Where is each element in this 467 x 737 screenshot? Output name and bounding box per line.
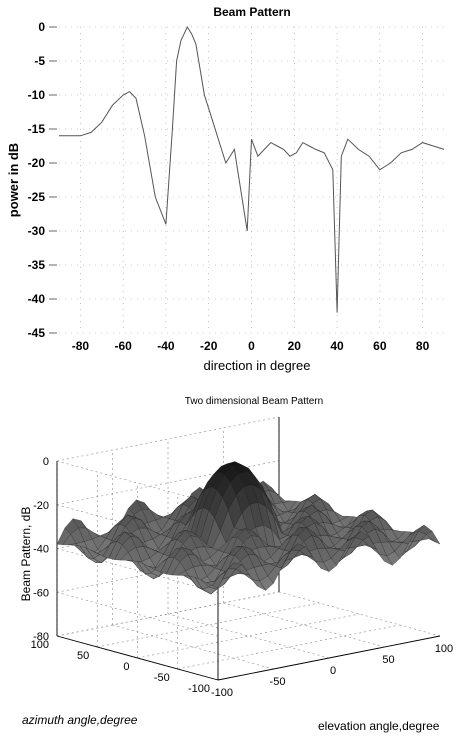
z-axis-label: Beam Pattern, dB xyxy=(19,507,33,602)
x-tick-label: 20 xyxy=(288,339,302,353)
x-tick-label: 40 xyxy=(330,339,344,353)
x-tick-label: 80 xyxy=(416,339,430,353)
z-tick-label: -80 xyxy=(33,631,49,643)
y-tick-label: -15 xyxy=(28,122,46,136)
x-tick-label: 0 xyxy=(248,339,255,353)
y-tick-label: -40 xyxy=(28,292,46,306)
elevation-tick-label: -50 xyxy=(270,676,286,688)
floor-gridline xyxy=(223,602,385,648)
azimuth-axis-label: azimuth angle,degree xyxy=(22,713,138,727)
x-tick-label: -80 xyxy=(72,339,90,353)
x-tick-label: -20 xyxy=(200,339,218,353)
azimuth-tick-label: -50 xyxy=(154,672,170,684)
floor-gridline xyxy=(137,613,360,659)
surface-mesh xyxy=(56,461,441,595)
plot-area xyxy=(59,27,444,333)
chart-title: Beam Pattern xyxy=(213,5,290,19)
x-tick-labels: -80 -60 -40 -20 0 20 40 60 80 xyxy=(72,339,430,353)
y-tick-label: -45 xyxy=(28,326,46,340)
chart-title: Two dimensional Beam Pattern xyxy=(185,396,323,407)
azimuth-tick-label: 0 xyxy=(123,661,129,673)
y-tick-labels: 0 -5 -10 -15 -20 -25 -30 -35 -40 -45 xyxy=(28,20,46,340)
side-wall-gridline xyxy=(56,591,219,637)
z-tick-label: 0 xyxy=(43,456,49,468)
x-tick-label: -40 xyxy=(157,339,175,353)
y-tick-label: -10 xyxy=(28,88,46,102)
elevation-tick-labels: -100 -50 0 50 100 xyxy=(211,643,453,699)
y-tick-label: -25 xyxy=(28,190,46,204)
y-tick-label: -5 xyxy=(34,54,45,68)
x-tick-label: -60 xyxy=(114,339,132,353)
z-tick-label: -40 xyxy=(33,544,49,556)
azimuth-tick-label: 100 xyxy=(31,639,49,651)
elevation-tick-label: 100 xyxy=(435,643,453,655)
y-tick-label: -30 xyxy=(28,224,46,238)
elevation-tick-label: -100 xyxy=(211,687,233,699)
box-edge xyxy=(217,635,441,681)
azimuth-tick-label: -100 xyxy=(188,683,210,695)
z-tick-label: -60 xyxy=(33,587,49,599)
x-tick-label: 60 xyxy=(373,339,387,353)
surface-patch xyxy=(426,530,441,545)
azimuth-tick-labels: -100 -50 0 50 100 xyxy=(31,639,210,695)
z-tick-labels: 0 -20 -40 -60 -80 xyxy=(33,456,49,643)
floor-gridline xyxy=(167,613,330,659)
beam-pattern-line xyxy=(59,25,445,313)
y-axis-label: power in dB xyxy=(6,143,21,217)
elevation-axis-label: elevation angle,degree xyxy=(318,719,440,733)
azimuth-tick-label: 50 xyxy=(77,650,89,662)
x-axis-label: direction in degree xyxy=(204,358,311,373)
box-edge xyxy=(56,635,219,681)
elevation-tick-label: 0 xyxy=(330,665,336,677)
z-tick-label: -20 xyxy=(33,500,49,512)
y-tick-label: 0 xyxy=(38,20,45,34)
y-tick-label: -20 xyxy=(28,156,46,170)
grid-lines xyxy=(49,26,444,334)
elevation-tick-label: 50 xyxy=(382,654,394,666)
two-dimensional-beam-pattern-chart: Two dimensional Beam Pattern 0 -20 -40 -60 -… xyxy=(19,396,453,733)
beam-pattern-chart: Beam Pattern 0 -5 -10 -15 -20 -25 -30 -35 -40 -45… xyxy=(6,5,445,373)
y-tick-label: -35 xyxy=(28,258,46,272)
